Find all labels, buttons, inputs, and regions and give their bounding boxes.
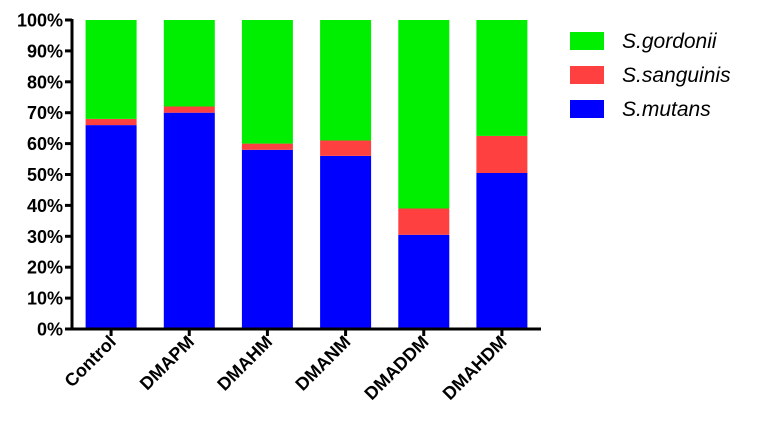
legend-label: S.gordonii	[622, 30, 718, 53]
bar-dmahdm-series-1	[476, 135, 528, 173]
x-tick-label-dmapm: DMAPM	[136, 332, 198, 394]
x-tick-label-dmaddm: DMADDM	[360, 332, 432, 404]
y-tick-label: 40%	[27, 196, 63, 216]
legend: S.gordonii S.sanguinis S.mutans	[570, 30, 731, 121]
bar-dmaddm-series-1	[398, 208, 450, 235]
bar-dmanm-series-2	[320, 20, 372, 141]
legend-label: S.mutans	[622, 98, 711, 121]
bar-dmahm-series-2	[241, 20, 293, 144]
y-tick-label: 60%	[27, 134, 63, 154]
bar-dmanm-series-0	[320, 156, 372, 329]
y-tick-label: 70%	[27, 103, 63, 123]
bar-dmaddm-series-0	[398, 234, 450, 329]
y-tick-label: 50%	[27, 165, 63, 185]
y-tick-label: 0%	[37, 320, 63, 340]
legend-swatch	[570, 100, 604, 118]
bars-group	[85, 20, 528, 329]
y-tick-label: 80%	[27, 72, 63, 92]
x-tick-label-dmahdm: DMAHDM	[439, 332, 511, 404]
x-tick-label-dmanm: DMANM	[291, 332, 354, 395]
bar-control-series-0	[85, 125, 137, 329]
legend-swatch	[570, 32, 604, 50]
y-axis: 0% 10% 20% 30% 40% 50% 60% 70% 80% 90% 100%	[17, 11, 74, 340]
bar-control-series-1	[85, 118, 137, 126]
x-axis: Control DMAPM DMAHM DMANM DMADDM DMAHDM	[61, 327, 541, 404]
bar-dmaddm-series-2	[398, 20, 450, 209]
x-tick-label-dmahm: DMAHM	[213, 332, 276, 395]
bar-control-series-2	[85, 20, 137, 119]
legend-label: S.sanguinis	[622, 64, 731, 87]
bar-dmapm-series-1	[163, 106, 215, 113]
x-tick-label-control: Control	[61, 332, 120, 391]
legend-swatch	[570, 66, 604, 84]
y-tick-label: 90%	[27, 41, 63, 61]
y-tick-label: 20%	[27, 258, 63, 278]
bar-dmanm-series-1	[320, 140, 372, 156]
bar-dmahm-series-1	[241, 143, 293, 150]
bar-dmapm-series-2	[163, 20, 215, 107]
y-tick-label: 100%	[17, 11, 63, 31]
y-tick-label: 10%	[27, 289, 63, 309]
bar-dmahdm-series-0	[476, 173, 528, 329]
bar-dmapm-series-0	[163, 112, 215, 329]
bar-dmahdm-series-2	[476, 20, 528, 136]
y-tick-label: 30%	[27, 227, 63, 247]
bar-dmahm-series-0	[241, 149, 293, 329]
